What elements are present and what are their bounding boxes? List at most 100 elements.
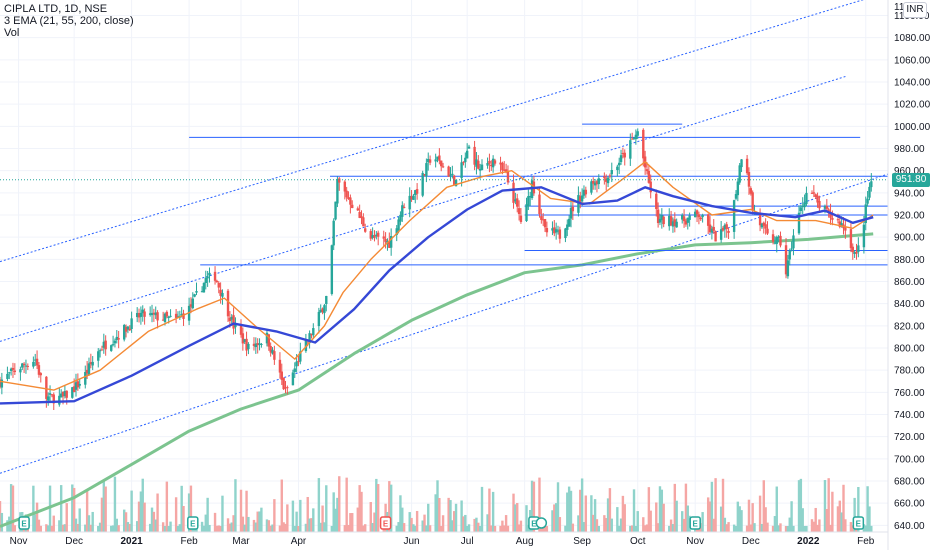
candle-body <box>293 368 296 372</box>
volume-bar <box>50 525 54 532</box>
candle-body <box>714 231 717 242</box>
candle-body <box>673 219 677 227</box>
candle-body <box>111 344 115 346</box>
candle-body <box>792 235 795 249</box>
candle-body <box>525 204 528 222</box>
candle-body <box>486 162 489 166</box>
candle-body <box>26 365 30 367</box>
price-tick-label: 880.00 <box>894 255 925 266</box>
candle-body <box>460 162 463 179</box>
candle-body <box>35 358 39 366</box>
candle-body <box>384 238 387 242</box>
candle-body <box>193 294 196 297</box>
candle-body <box>343 181 347 192</box>
volume-bar <box>291 500 295 532</box>
candle-body <box>189 304 193 307</box>
candle-body <box>490 164 493 167</box>
candle-body <box>399 214 402 222</box>
volume-bar <box>554 503 558 532</box>
volume-bar <box>519 520 523 532</box>
price-tick-label: 920.00 <box>894 211 925 222</box>
candle-body <box>734 194 738 199</box>
volume-bar <box>675 500 678 532</box>
candle-body <box>849 229 853 249</box>
volume-bar <box>777 525 780 532</box>
volume-bar <box>11 485 15 532</box>
volume-bar <box>525 505 528 532</box>
candle-body <box>844 227 847 231</box>
volume-bar <box>656 523 660 532</box>
volume-bar <box>312 508 315 532</box>
volume-bar <box>460 500 463 532</box>
volume-bar <box>630 525 634 532</box>
time-tick-label: Feb <box>180 536 198 547</box>
volume-bar <box>269 525 272 532</box>
candle-body <box>375 234 378 237</box>
volume-bar <box>389 484 393 532</box>
candle-body <box>447 166 450 177</box>
volume-bar <box>725 524 728 532</box>
volume-bar <box>577 515 580 532</box>
currency-button[interactable]: INR <box>903 2 927 18</box>
channel-lines[interactable] <box>0 0 889 474</box>
price-axis[interactable]: 640.00 660.00 680.00 700.00 720.00 740.00 760.… <box>887 0 931 550</box>
candle-body <box>410 196 413 200</box>
volume-bar <box>477 522 480 532</box>
volume-bar <box>593 499 597 532</box>
volume-bar <box>788 517 791 532</box>
candle-body <box>465 150 469 159</box>
candle-body <box>493 160 497 164</box>
volume-bar <box>866 486 869 532</box>
price-tick-label: 840.00 <box>894 299 925 310</box>
volume-bar <box>254 522 258 532</box>
volume-bar <box>245 490 248 532</box>
volume-bar <box>449 500 452 532</box>
volume-bar <box>150 507 154 532</box>
volume-bar <box>467 524 471 532</box>
ema-label[interactable]: 3 EMA (21, 55, 200, close) <box>4 15 134 27</box>
candle-body <box>200 291 204 293</box>
candle-body <box>402 206 406 208</box>
horizontal-levels[interactable] <box>189 123 888 266</box>
volume-bar <box>488 488 491 532</box>
candle-body <box>351 204 354 209</box>
candle-body <box>440 160 443 167</box>
legend-symbol[interactable]: CIPLA LTD, 1D, NSE <box>4 3 134 15</box>
candle-body <box>74 382 78 390</box>
volume-bar <box>773 516 777 532</box>
candle-body <box>22 363 26 365</box>
legend-ema[interactable]: 3 EMA (21, 55, 200, close) <box>4 15 134 27</box>
volume-bar <box>786 525 790 532</box>
volume-label[interactable]: Vol <box>4 27 20 39</box>
candle-body <box>48 393 52 395</box>
candle-body <box>89 362 93 365</box>
volume-bar <box>412 524 415 532</box>
volume-bar <box>265 519 269 532</box>
split-marker <box>535 517 548 529</box>
time-axis[interactable]: Nov Dec 2021 Feb Mar Apr Jun Jul Aug Sep Oct Nov Dec… <box>0 531 888 547</box>
volume-bar <box>402 523 406 532</box>
volume-bar <box>98 522 102 532</box>
volume-bar <box>812 521 816 532</box>
volume-bar <box>669 519 673 532</box>
volume-bar <box>645 524 649 532</box>
volume-bar <box>530 480 534 532</box>
candle-body <box>165 311 169 317</box>
candle-body <box>803 202 806 208</box>
candle-body <box>514 199 517 202</box>
legend-volume[interactable]: Vol <box>4 27 134 39</box>
volume-bar <box>360 491 363 532</box>
volume-bar <box>553 504 556 532</box>
volume-bar <box>816 524 819 532</box>
volume-bar <box>840 512 843 532</box>
volume-bar <box>527 524 530 532</box>
volume-bar <box>490 525 493 532</box>
volume-bar <box>749 524 753 532</box>
symbol-label[interactable]: CIPLA LTD, 1D, NSE <box>4 3 108 15</box>
volume-bar <box>632 489 636 532</box>
candle-body <box>52 394 55 404</box>
volume-bar <box>65 503 68 532</box>
